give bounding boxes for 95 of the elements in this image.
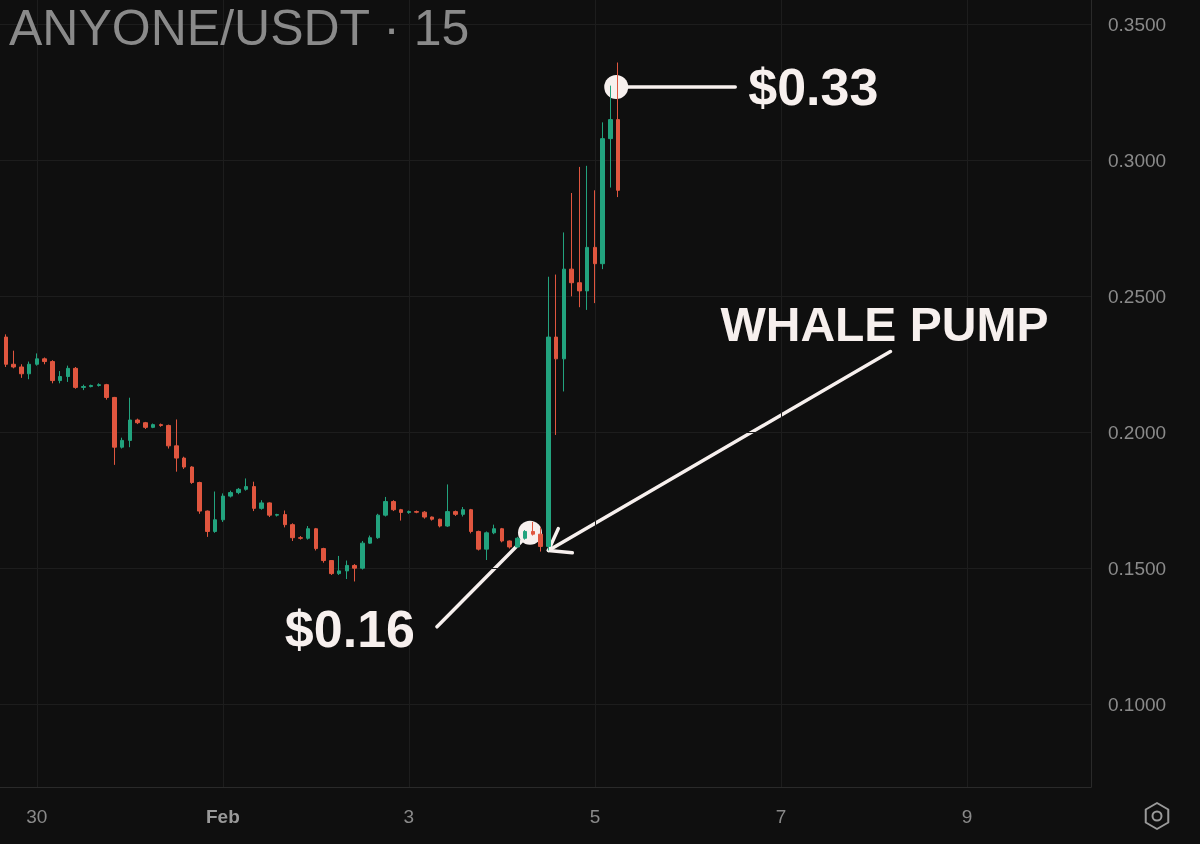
candlestick bbox=[89, 384, 93, 388]
candlestick bbox=[484, 530, 489, 561]
candlestick bbox=[476, 530, 481, 551]
candlestick bbox=[244, 477, 248, 492]
x-tick-label: 3 bbox=[403, 806, 415, 827]
y-tick-label: 0.2500 bbox=[1108, 285, 1167, 307]
candlestick bbox=[492, 524, 496, 535]
candlestick bbox=[73, 366, 78, 390]
candlestick bbox=[507, 539, 512, 550]
candlestick bbox=[523, 529, 527, 541]
candlestick bbox=[166, 424, 171, 450]
y-tick-label: 0.1500 bbox=[1108, 557, 1167, 579]
candlestick bbox=[290, 522, 295, 542]
candlestick bbox=[376, 513, 380, 540]
y-tick-label: 0.3500 bbox=[1108, 13, 1167, 35]
candlestick bbox=[213, 491, 217, 534]
candlestick bbox=[531, 521, 535, 537]
candlestick bbox=[445, 483, 450, 528]
candlestick bbox=[391, 499, 396, 512]
candlestick bbox=[205, 510, 210, 538]
annotation: $0.33 bbox=[748, 57, 879, 116]
candlestick bbox=[151, 423, 155, 429]
candlestick bbox=[461, 506, 465, 518]
candlestick bbox=[104, 383, 109, 401]
candlestick bbox=[283, 510, 287, 528]
candlestick bbox=[368, 535, 372, 545]
candlestick bbox=[414, 510, 419, 514]
annotation: $0.16 bbox=[284, 599, 415, 658]
candlestick bbox=[608, 85, 613, 189]
candlestick bbox=[259, 499, 264, 511]
candlestick bbox=[360, 540, 365, 571]
candlestick bbox=[174, 418, 179, 473]
candlestick bbox=[407, 510, 411, 515]
candlestick bbox=[345, 560, 349, 580]
candlestick bbox=[453, 510, 458, 517]
candlestick bbox=[4, 333, 8, 368]
y-tick-label: 0.3000 bbox=[1108, 149, 1167, 171]
chart-title: ANYONE/USDT · 15 bbox=[9, 0, 470, 56]
candlestick bbox=[538, 526, 543, 553]
candlestick bbox=[314, 527, 318, 551]
candlestick bbox=[66, 365, 70, 383]
candlestick bbox=[97, 382, 101, 388]
candlestick bbox=[135, 418, 140, 425]
candlestick bbox=[352, 563, 357, 582]
candlestick bbox=[554, 274, 558, 436]
candlestick bbox=[19, 363, 24, 379]
candlestick bbox=[27, 361, 31, 380]
candlestick bbox=[515, 536, 520, 549]
candlestick bbox=[469, 508, 473, 534]
candlestick bbox=[500, 527, 504, 543]
candlestick bbox=[197, 481, 202, 515]
candlestick bbox=[236, 487, 241, 495]
candlestick bbox=[11, 350, 16, 369]
candlestick bbox=[298, 535, 303, 541]
candlestick bbox=[430, 516, 434, 522]
candlestick bbox=[337, 555, 341, 576]
x-tick-label: 9 bbox=[961, 806, 973, 827]
candlestick bbox=[228, 490, 233, 498]
candlestick bbox=[600, 121, 605, 270]
x-tick-label: Feb bbox=[205, 806, 240, 827]
candlestick bbox=[182, 456, 186, 470]
candlestick bbox=[221, 492, 225, 523]
candlestick bbox=[143, 421, 148, 430]
candlestick bbox=[58, 370, 62, 384]
candlestick bbox=[35, 352, 39, 367]
candlestick bbox=[190, 465, 194, 485]
candlestick bbox=[42, 356, 47, 365]
candlestick bbox=[306, 525, 310, 541]
candlestick bbox=[616, 62, 620, 198]
annotation: WHALE PUMP bbox=[720, 297, 1049, 351]
candlestick bbox=[593, 189, 597, 304]
candlestick bbox=[252, 481, 256, 512]
candlestick bbox=[546, 276, 551, 551]
candlestick bbox=[112, 396, 117, 466]
candlestick bbox=[585, 165, 589, 311]
candlestick bbox=[81, 384, 86, 391]
candlestick bbox=[50, 359, 55, 384]
candlestick bbox=[128, 397, 132, 448]
candlestick bbox=[577, 166, 582, 308]
candlestick bbox=[159, 423, 163, 428]
y-tick-label: 0.2000 bbox=[1108, 421, 1167, 443]
candlestick bbox=[321, 547, 326, 564]
candlestick bbox=[438, 518, 442, 528]
candlestick bbox=[329, 559, 334, 576]
x-tick-label: 7 bbox=[775, 806, 787, 827]
candlestick bbox=[422, 510, 427, 520]
y-tick-label: 0.1000 bbox=[1108, 693, 1167, 715]
x-tick-label: 5 bbox=[589, 806, 601, 827]
candlestick bbox=[569, 192, 574, 297]
candlestick bbox=[383, 496, 388, 518]
candlestick bbox=[267, 501, 272, 518]
x-tick-label: 30 bbox=[26, 806, 48, 827]
candlestick bbox=[120, 437, 124, 450]
candlestick bbox=[562, 231, 566, 392]
candlestick bbox=[399, 508, 403, 522]
